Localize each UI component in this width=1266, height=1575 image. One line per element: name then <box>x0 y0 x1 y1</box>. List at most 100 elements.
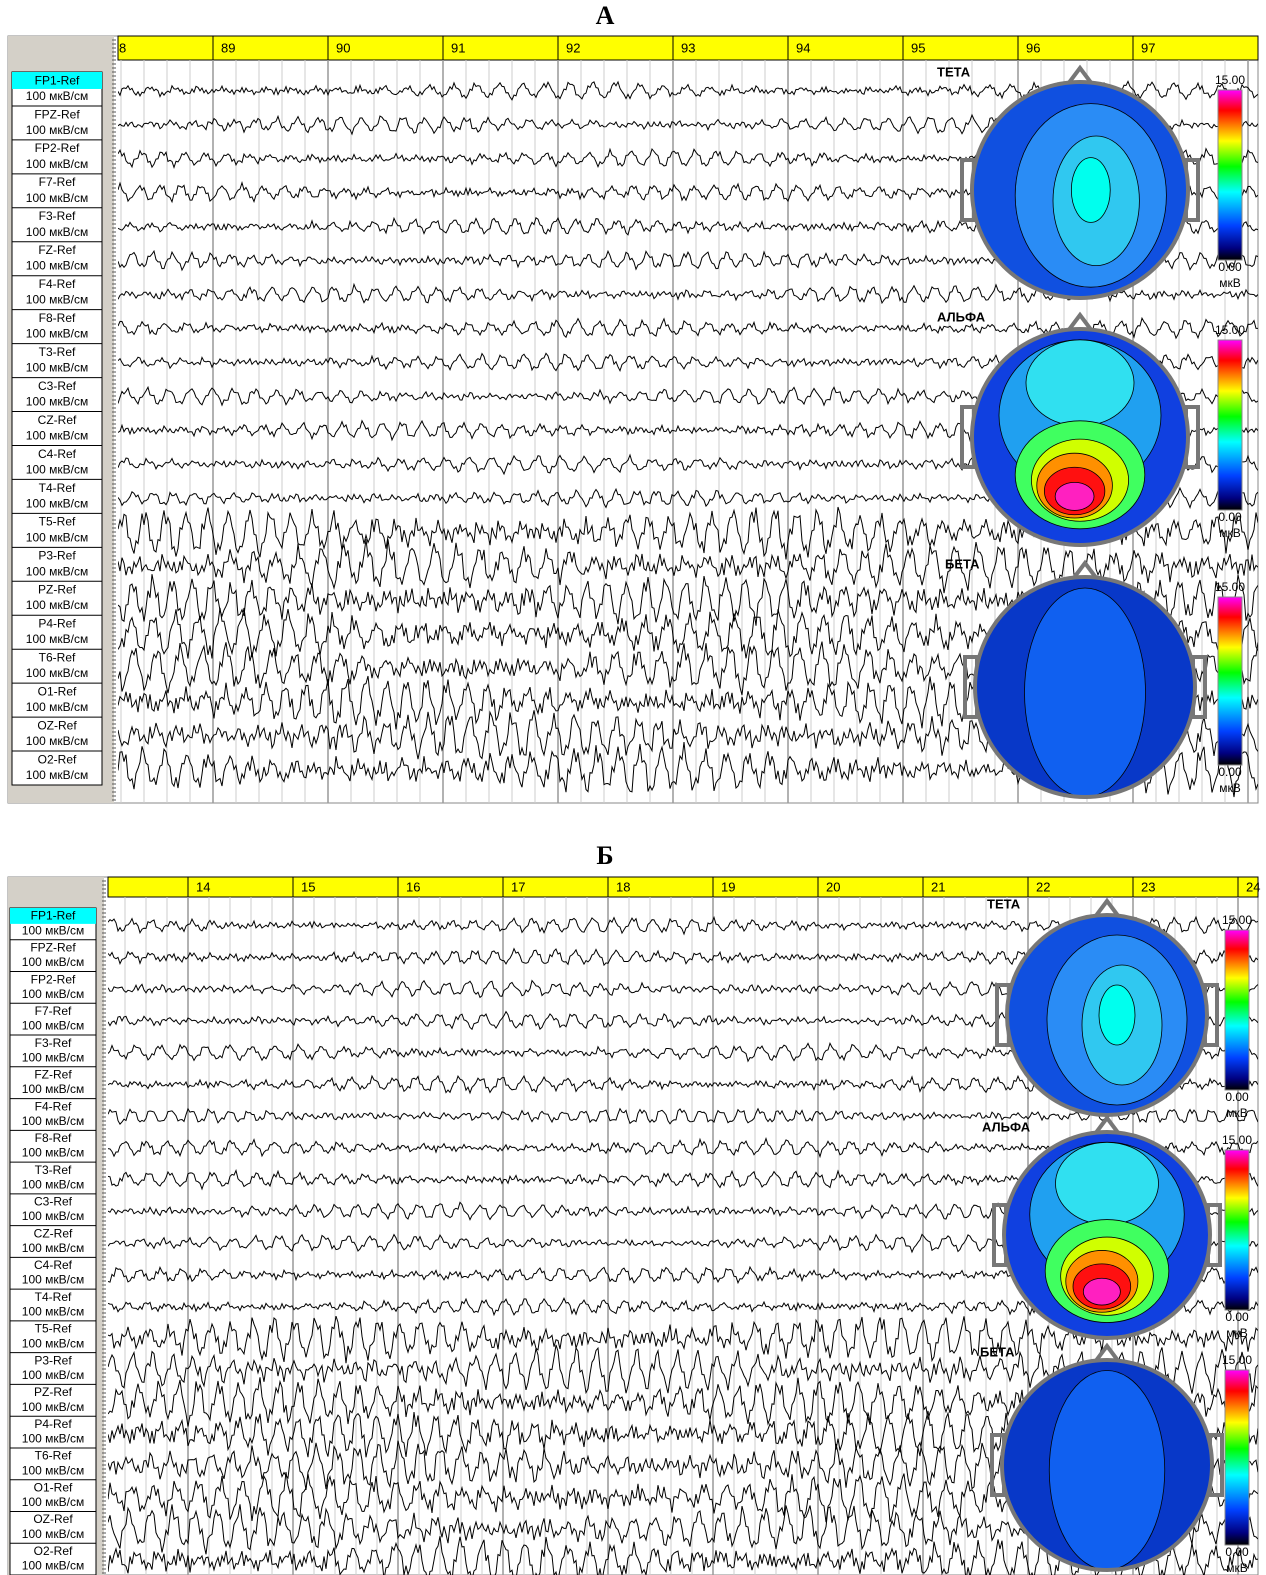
channel-list <box>11 71 103 786</box>
channel-name: O2-Ref <box>38 752 77 766</box>
channel-unit: 100 мкВ/см <box>26 428 88 442</box>
map-head <box>973 575 1197 799</box>
map-nose <box>1066 64 1094 86</box>
map-contour <box>1054 481 1095 511</box>
channel-unit: 100 мкВ/см <box>26 632 88 646</box>
scale-unit: мкВ <box>1226 1326 1248 1340</box>
eeg-trace <box>118 282 1258 305</box>
selected-channel <box>10 908 96 924</box>
channel-name: FZ-Ref <box>38 243 76 257</box>
channel-name: F8-Ref <box>39 311 76 325</box>
channel-name: OZ-Ref <box>33 1512 73 1526</box>
channel-name: T3-Ref <box>39 345 76 359</box>
channel-unit: 100 мкВ/см <box>26 225 88 239</box>
channel-unit: 100 мкВ/см <box>26 598 88 612</box>
scale-unit: мкВ <box>1226 1106 1248 1120</box>
second-label: 18 <box>616 879 630 894</box>
channel-unit: 100 мкВ/см <box>22 1273 84 1287</box>
map-label: АЛЬФА <box>937 309 986 324</box>
channel-unit: 100 мкВ/см <box>22 1082 84 1096</box>
channel-unit: 100 мкВ/см <box>22 955 84 969</box>
map-label: АЛЬФА <box>982 1119 1031 1134</box>
channel-unit: 100 мкВ/см <box>22 987 84 1001</box>
scale-min: 0.00 <box>1218 765 1242 779</box>
second-label: 22 <box>1036 879 1050 894</box>
second-label: 93 <box>681 40 695 55</box>
color-bar <box>1224 1369 1250 1546</box>
channel-name: F7-Ref <box>35 1004 72 1018</box>
scale-max: 15.00 <box>1222 1133 1252 1147</box>
map-contour <box>1070 157 1111 223</box>
channel-name: F3-Ref <box>39 209 76 223</box>
color-bar <box>1217 596 1243 766</box>
channel-unit: 100 мкВ/см <box>22 1495 84 1509</box>
channel-name: CZ-Ref <box>38 413 77 427</box>
channel-unit: 100 мкВ/см <box>22 1432 84 1446</box>
scale-min: 0.00 <box>1218 510 1242 524</box>
second-label: 20 <box>826 879 840 894</box>
color-bar <box>1217 89 1243 261</box>
scale-max: 15.00 <box>1222 913 1252 927</box>
scale-min: 0.00 <box>1225 1310 1249 1324</box>
channel-name: O1-Ref <box>38 684 77 698</box>
channel-name: FP1-Ref <box>35 73 80 87</box>
scale-min: 0.00 <box>1225 1545 1249 1559</box>
map-head <box>970 327 1190 547</box>
channel-name: FP2-Ref <box>35 141 80 155</box>
channel-name: FZ-Ref <box>34 1068 72 1082</box>
channel-name: T5-Ref <box>35 1322 72 1336</box>
map-contour <box>1048 1370 1166 1571</box>
channel-name: FPZ-Ref <box>30 941 76 955</box>
color-bar <box>1224 1149 1250 1311</box>
time-ruler <box>117 35 1259 61</box>
scale-unit: мкВ <box>1226 1561 1248 1575</box>
channel-unit: 100 мкВ/см <box>26 530 88 544</box>
second-label: 95 <box>911 40 925 55</box>
channel-name: C4-Ref <box>34 1258 73 1272</box>
map-contour <box>1055 1141 1159 1226</box>
map-contour <box>1098 984 1136 1046</box>
map-contour <box>1024 587 1146 798</box>
channel-name: FP1-Ref <box>31 909 76 923</box>
second-label: 97 <box>1141 40 1155 55</box>
channel-name: T5-Ref <box>39 515 76 529</box>
channel-name: F7-Ref <box>39 175 76 189</box>
color-bar <box>1217 339 1243 511</box>
second-label: 24 <box>1246 879 1260 894</box>
scale-max: 15.00 <box>1215 73 1245 87</box>
channel-name: C4-Ref <box>38 447 77 461</box>
channel-unit: 100 мкВ/см <box>26 123 88 137</box>
channel-unit: 100 мкВ/см <box>26 259 88 273</box>
second-label: 94 <box>796 40 810 55</box>
second-label: 16 <box>406 879 420 894</box>
second-label: 21 <box>931 879 945 894</box>
channel-unit: 100 мкВ/см <box>26 564 88 578</box>
channel-name: T4-Ref <box>35 1290 72 1304</box>
channel-name: F8-Ref <box>35 1131 72 1145</box>
map-nose <box>1071 559 1099 581</box>
channel-unit: 100 мкВ/см <box>22 1019 84 1033</box>
map-label: ТЕТА <box>937 64 971 79</box>
channel-name: F3-Ref <box>35 1036 72 1050</box>
second-label: 90 <box>336 40 350 55</box>
second-label: 23 <box>1141 879 1155 894</box>
scale-unit: мкВ <box>1219 526 1241 540</box>
channel-name: F4-Ref <box>35 1099 72 1113</box>
channel-name: PZ-Ref <box>34 1385 73 1399</box>
map-contour <box>1025 339 1135 427</box>
channel-unit: 100 мкВ/см <box>22 1305 84 1319</box>
channel-unit: 100 мкВ/см <box>22 1336 84 1350</box>
map-label: БЕТА <box>980 1344 1015 1359</box>
channel-unit: 100 мкВ/см <box>22 1209 84 1223</box>
channel-name: O2-Ref <box>34 1544 73 1558</box>
map-head <box>970 80 1190 300</box>
map-head <box>1002 1130 1212 1340</box>
color-bar <box>1224 929 1250 1091</box>
channel-name: FPZ-Ref <box>34 107 80 121</box>
time-ruler <box>107 876 1259 898</box>
channel-list <box>9 907 97 1575</box>
channel-name: OZ-Ref <box>37 718 77 732</box>
panel-title: Б <box>596 841 613 870</box>
panel-title: А <box>596 1 615 30</box>
